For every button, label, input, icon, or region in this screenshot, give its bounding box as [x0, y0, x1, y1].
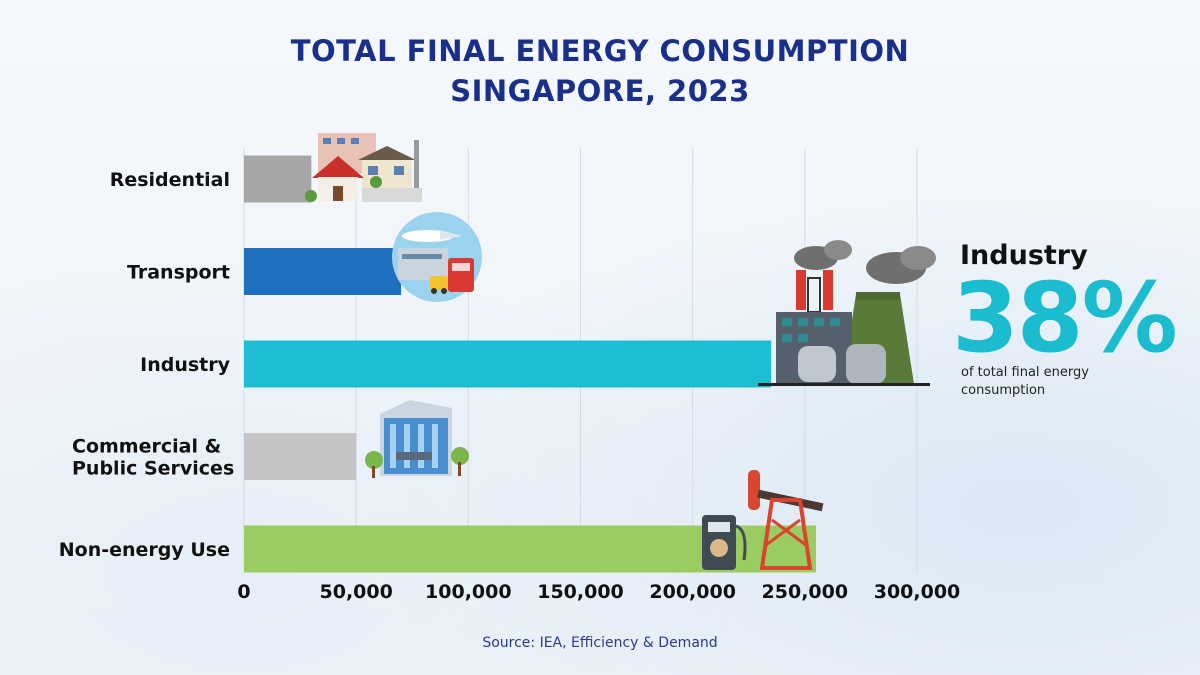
category-label: Transport — [127, 262, 230, 284]
category-label: Residential — [110, 169, 230, 191]
category-label: Non-energy Use — [59, 539, 230, 561]
residential-buildings-icon — [305, 133, 422, 202]
x-axis: 0 50,000 100,000 150,000 200,000 250,000 300,0… — [59, 169, 961, 603]
x-tick-label: 100,000 — [425, 581, 512, 603]
x-tick-label: 200,000 — [649, 581, 736, 603]
bar-residential — [244, 155, 312, 203]
industry-factory-icon — [758, 240, 936, 386]
x-tick-label: 0 — [237, 581, 250, 603]
highlight-percentage: 38% — [952, 262, 1178, 374]
commercial-building-icon — [365, 400, 469, 478]
oil-pump-petrol-station-icon — [702, 470, 824, 570]
transport-vehicles-icon — [392, 212, 482, 302]
category-label: Commercial & Public Services — [72, 436, 234, 480]
bar-industry — [244, 340, 772, 388]
highlight-caption: of total final energy consumption — [961, 365, 1089, 398]
bars — [244, 155, 817, 573]
chart-title-line-2: SINGAPORE, 2023 — [450, 74, 750, 108]
x-tick-label: 300,000 — [874, 581, 961, 603]
chart-title-line-1: TOTAL FINAL ENERGY CONSUMPTION — [290, 34, 910, 68]
x-tick-label: 250,000 — [762, 581, 849, 603]
x-tick-label: 50,000 — [320, 581, 393, 603]
source-note: Source: IEA, Efficiency & Demand — [482, 635, 718, 651]
category-label: Industry — [140, 354, 230, 376]
bar-transport — [244, 248, 402, 295]
bar-commercial-public-services — [244, 433, 357, 480]
x-tick-label: 150,000 — [537, 581, 624, 603]
highlight-category-name: Industry — [960, 240, 1088, 271]
